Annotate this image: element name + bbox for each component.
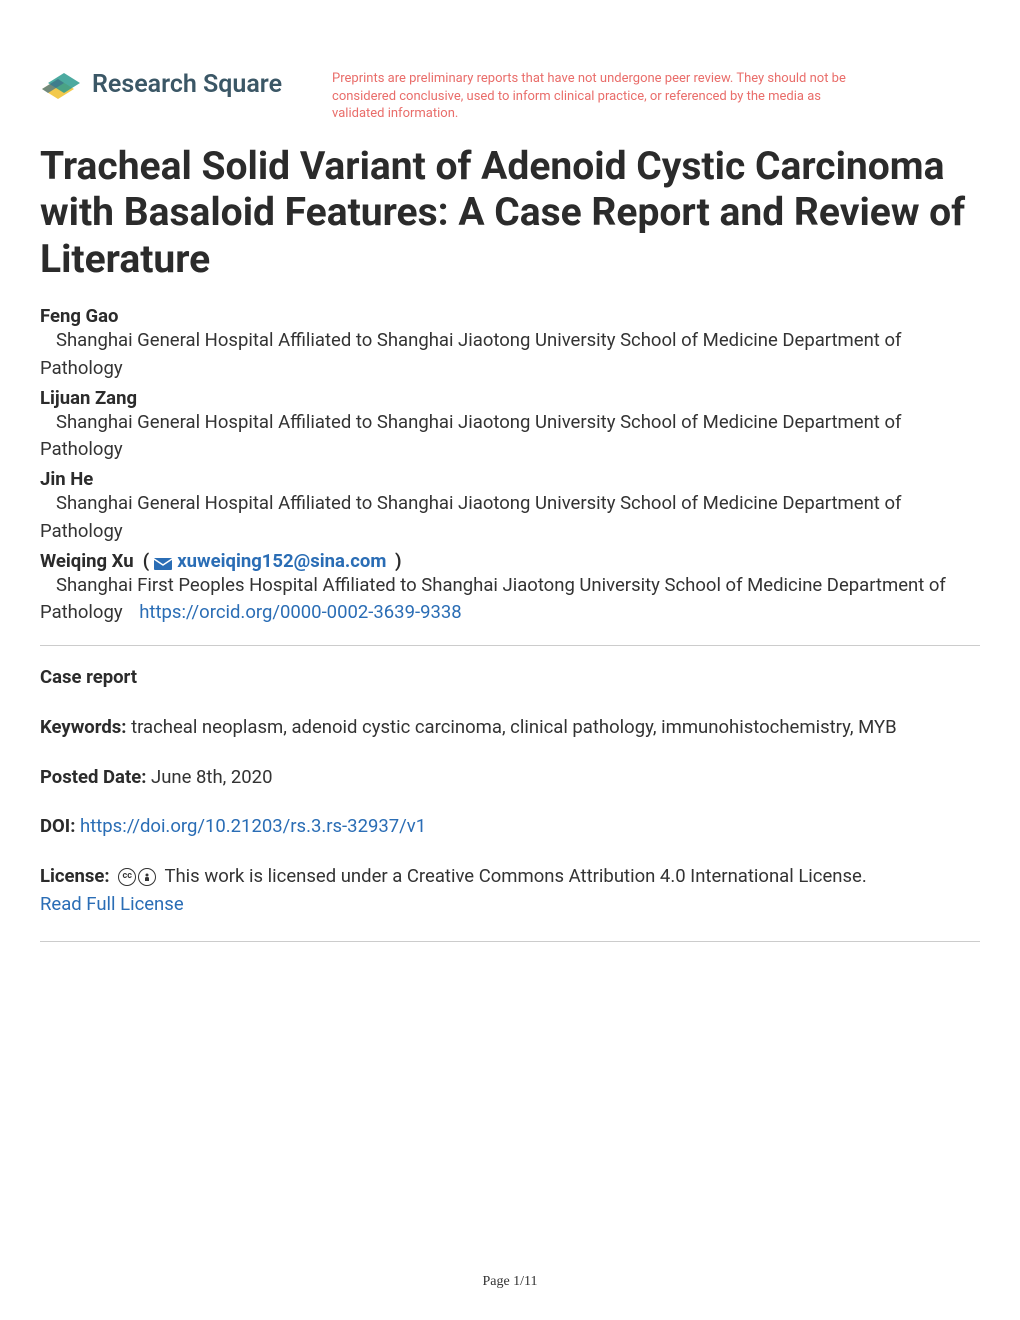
article-type: Case report [40, 664, 980, 692]
article-type-label: Case report [40, 666, 137, 688]
doi-row: DOI: https://doi.org/10.21203/rs.3.rs-32… [40, 813, 980, 841]
article-title: Tracheal Solid Variant of Adenoid Cystic… [40, 143, 980, 283]
author-name: Feng Gao [40, 305, 980, 327]
license-full-link[interactable]: Read Full License [40, 893, 184, 915]
mail-icon [153, 554, 173, 568]
logo-text: Research Square [92, 70, 282, 99]
author-block: Jin He Shanghai General Hospital Affilia… [40, 468, 980, 546]
keywords-label: Keywords: [40, 716, 126, 738]
logo-block[interactable]: Research Square [40, 70, 282, 99]
posted-date-value: June 8th, 2020 [151, 766, 272, 788]
section-divider [40, 645, 980, 646]
page-number: Page 1/11 [0, 1274, 1020, 1290]
header-row: Research Square Preprints are preliminar… [40, 70, 980, 123]
posted-date-row: Posted Date: June 8th, 2020 [40, 764, 980, 792]
section-divider [40, 941, 980, 942]
doi-link[interactable]: https://doi.org/10.21203/rs.3.rs-32937/v… [80, 815, 426, 837]
license-row: License: cc This work is licensed under … [40, 863, 980, 919]
author-affiliation: Shanghai General Hospital Affiliated to … [40, 327, 980, 383]
author-affiliation: Shanghai First Peoples Hospital Affiliat… [40, 572, 980, 628]
author-block: Weiqing Xu ( xuweiqing152@sina.com ) Sha… [40, 550, 980, 628]
author-name-corresponding: Weiqing Xu ( xuweiqing152@sina.com ) [40, 550, 980, 572]
cc-by-icon [138, 868, 156, 886]
author-block: Feng Gao Shanghai General Hospital Affil… [40, 305, 980, 383]
author-block: Lijuan Zang Shanghai General Hospital Af… [40, 387, 980, 465]
author-name: Weiqing Xu [40, 550, 134, 572]
author-affiliation: Shanghai General Hospital Affiliated to … [40, 409, 980, 465]
keywords-row: Keywords: tracheal neoplasm, adenoid cys… [40, 714, 980, 742]
research-square-logo-icon [40, 71, 82, 99]
orcid-link[interactable]: https://orcid.org/0000-0002-3639-9338 [139, 601, 461, 623]
doi-label: DOI: [40, 815, 75, 837]
author-name: Jin He [40, 468, 980, 490]
license-icons: cc [118, 868, 156, 886]
license-text: This work is licensed under a Creative C… [164, 865, 866, 887]
corresponding-author-marker: ( xuweiqing152@sina.com ) [138, 550, 401, 572]
posted-date-label: Posted Date: [40, 766, 146, 788]
author-email-link[interactable]: xuweiqing152@sina.com [177, 550, 386, 572]
cc-icon: cc [118, 868, 136, 886]
author-affiliation: Shanghai General Hospital Affiliated to … [40, 490, 980, 546]
preprint-disclaimer: Preprints are preliminary reports that h… [332, 70, 852, 123]
license-label: License: [40, 865, 110, 887]
keywords-value: tracheal neoplasm, adenoid cystic carcin… [131, 716, 897, 738]
author-name: Lijuan Zang [40, 387, 980, 409]
